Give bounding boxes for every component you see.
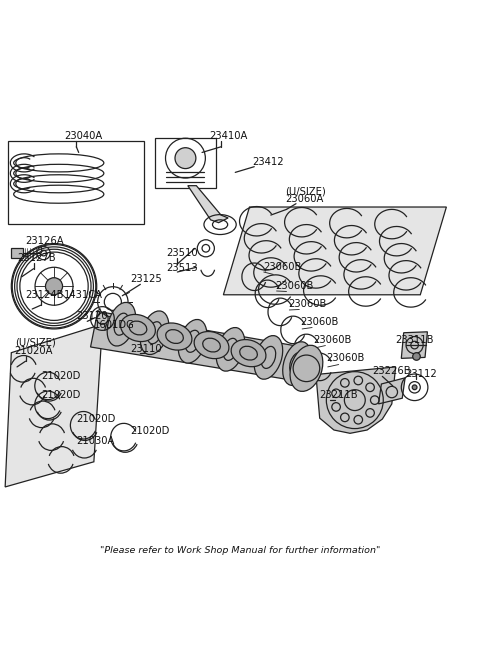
Circle shape [413,353,420,360]
Text: (U/SIZE): (U/SIZE) [285,186,326,196]
Text: 21020D: 21020D [42,390,81,400]
Bar [155,138,216,188]
Polygon shape [401,332,427,358]
Circle shape [46,277,62,295]
Ellipse shape [179,319,207,363]
Text: 1601DG: 1601DG [94,320,135,331]
Text: 21020D: 21020D [130,426,169,436]
Ellipse shape [140,311,169,354]
Text: (U/SIZE): (U/SIZE) [14,338,55,348]
Text: 23513: 23513 [167,263,198,273]
Text: 23126A: 23126A [25,236,64,247]
Text: 23510: 23510 [167,248,198,258]
Text: 23120: 23120 [76,312,108,321]
Circle shape [412,385,417,390]
Ellipse shape [290,345,323,392]
Text: 23060B: 23060B [276,281,314,291]
Text: 23311B: 23311B [396,335,434,344]
Text: 1431CA: 1431CA [63,291,103,300]
Text: 21020D: 21020D [42,371,81,381]
Polygon shape [5,324,102,487]
Ellipse shape [231,340,266,367]
Ellipse shape [283,342,311,385]
Text: 23226B: 23226B [372,367,410,377]
Text: 23412: 23412 [252,157,284,167]
Polygon shape [188,186,228,222]
Ellipse shape [107,302,136,346]
Text: 23410A: 23410A [209,131,248,140]
Text: 23060B: 23060B [288,299,327,309]
Bar [9,140,144,224]
Ellipse shape [254,336,283,379]
Ellipse shape [120,314,156,342]
Text: 23127B: 23127B [17,253,56,262]
Text: 21030A: 21030A [76,436,115,445]
Text: "Please refer to Work Shop Manual for further information": "Please refer to Work Shop Manual for fu… [100,546,380,555]
Text: 21020D: 21020D [76,414,116,424]
Text: 23060B: 23060B [313,335,352,345]
Text: 23060B: 23060B [326,353,365,363]
Text: 23060A: 23060A [285,194,324,204]
Text: 23060B: 23060B [263,262,301,272]
Ellipse shape [216,327,245,371]
Text: 23124B: 23124B [25,291,64,300]
Polygon shape [379,378,405,404]
Circle shape [175,148,196,169]
Text: 23211B: 23211B [320,390,359,400]
Text: 23112: 23112 [405,369,437,379]
Text: 23040A: 23040A [64,131,103,140]
Text: 23110: 23110 [130,344,162,354]
Polygon shape [91,312,316,382]
Text: 23125: 23125 [130,274,162,284]
Ellipse shape [157,323,192,350]
Polygon shape [223,207,446,295]
Polygon shape [316,367,396,434]
Text: 23060B: 23060B [301,317,339,327]
Text: 21020A: 21020A [14,346,53,356]
Bar [12,248,23,258]
Ellipse shape [194,331,229,359]
